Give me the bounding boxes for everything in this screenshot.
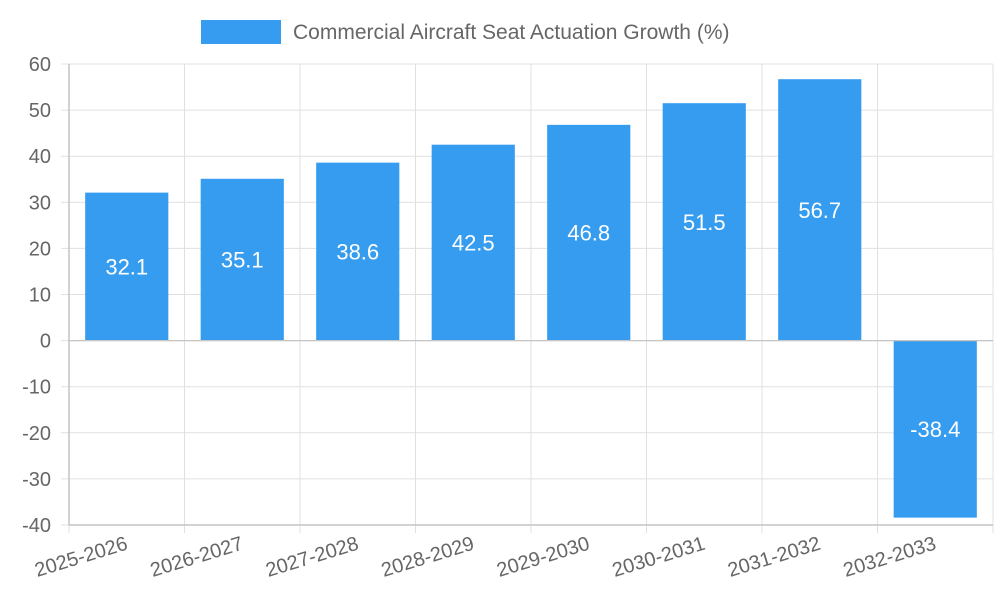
- y-tick-label: -10: [22, 377, 51, 399]
- legend[interactable]: Commercial Aircraft Seat Actuation Growt…: [201, 20, 729, 44]
- bar-2025-2026[interactable]: [85, 192, 169, 341]
- bar-value-label: 38.6: [336, 240, 379, 265]
- y-tick-label: 60: [29, 54, 51, 76]
- x-tick-label: 2027-2028: [263, 533, 361, 582]
- bar-2030-2031[interactable]: [662, 103, 746, 341]
- y-tick-label: 20: [29, 238, 51, 260]
- bar-value-label: 46.8: [567, 221, 610, 246]
- legend-swatch: [201, 20, 281, 44]
- bar-2027-2028[interactable]: [316, 162, 400, 341]
- x-tick-labels: 2025-2026 2026-2027 2027-2028 2028-2029 2029…: [32, 533, 938, 582]
- y-tick-label: 10: [29, 285, 51, 307]
- data-labels: 32.1 35.1 38.6 42.5 46.8 51.5 56.7 -38.4: [105, 198, 960, 442]
- y-tick-label: 40: [29, 146, 51, 168]
- bar-value-label: -38.4: [910, 417, 960, 442]
- y-tick-label: 50: [29, 100, 51, 122]
- bars: [85, 79, 977, 518]
- bar-value-label: 42.5: [452, 231, 495, 256]
- x-tick-label: 2026-2027: [148, 533, 246, 582]
- x-tick-label: 2029-2030: [494, 533, 592, 582]
- y-tick-label: -20: [22, 423, 51, 445]
- x-tick-label: 2030-2031: [610, 533, 708, 582]
- y-tick-label: 0: [40, 331, 51, 353]
- bar-value-label: 32.1: [105, 255, 148, 280]
- bar-2031-2032[interactable]: [778, 79, 862, 341]
- y-tick-label: -30: [22, 469, 51, 491]
- x-tick-label: 2028-2029: [379, 533, 477, 582]
- bar-2032-2033[interactable]: [893, 340, 977, 518]
- y-tick-labels: 60 50 40 30 20 10 0 -10 -20 -30 -40: [22, 54, 51, 537]
- bar-value-label: 51.5: [683, 210, 726, 235]
- bar-value-label: 35.1: [221, 248, 264, 273]
- y-tick-label: 30: [29, 192, 51, 214]
- bar-2026-2027[interactable]: [200, 178, 284, 341]
- y-tick-label: -40: [22, 515, 51, 537]
- x-tick-label: 2032-2033: [841, 533, 939, 582]
- axes: [68, 64, 993, 526]
- legend-label: Commercial Aircraft Seat Actuation Growt…: [293, 21, 729, 44]
- bar-2028-2029[interactable]: [431, 144, 515, 341]
- bar-2029-2030[interactable]: [547, 124, 631, 341]
- x-tick-label: 2025-2026: [32, 533, 130, 582]
- x-tick-label: 2031-2032: [725, 533, 823, 582]
- bar-value-label: 56.7: [798, 198, 841, 223]
